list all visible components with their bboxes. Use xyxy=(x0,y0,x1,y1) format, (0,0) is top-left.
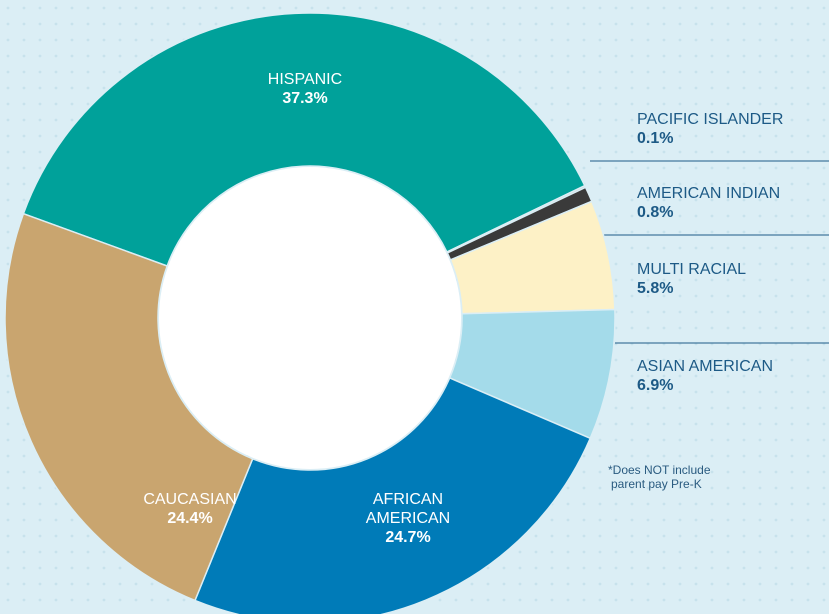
slice-label: PACIFIC ISLANDER 0.1% xyxy=(637,110,783,148)
category-name: HISPANIC xyxy=(267,71,343,88)
slice-label: ASIAN AMERICAN 6.9% xyxy=(637,357,773,395)
slice-label: HISPANIC 37.3% xyxy=(240,70,370,108)
value-label: 24.7% xyxy=(385,529,431,546)
category-name: AMERICAN INDIAN xyxy=(637,185,781,202)
value-label: 37.3% xyxy=(282,90,328,107)
category-name: AFRICAN AMERICAN xyxy=(365,491,451,527)
footnote: *Does NOT include parent pay Pre-K xyxy=(608,463,711,491)
value-label: 0.8% xyxy=(637,204,674,221)
slice-label: AMERICAN INDIAN 0.8% xyxy=(637,184,780,222)
category-name: ASIAN AMERICAN xyxy=(637,358,774,375)
value-label: 6.9% xyxy=(637,377,674,394)
category-name: PACIFIC ISLANDER xyxy=(637,111,784,128)
donut-slice xyxy=(22,12,586,267)
donut xyxy=(4,12,616,614)
category-name: MULTI RACIAL xyxy=(637,261,747,278)
note-line: parent pay Pre-K xyxy=(611,477,702,491)
donut-hole xyxy=(159,167,461,469)
value-label: 24.4% xyxy=(167,510,213,527)
value-label: 0.1% xyxy=(637,130,674,147)
category-name: CAUCASIAN xyxy=(143,491,237,508)
slice-label: MULTI RACIAL 5.8% xyxy=(637,260,746,298)
slice-label: CAUCASIAN 24.4% xyxy=(125,490,255,528)
value-label: 5.8% xyxy=(637,280,674,297)
note-line: *Does NOT include xyxy=(608,463,711,477)
slice-label: AFRICAN AMERICAN 24.7% xyxy=(353,490,463,547)
donut-slice xyxy=(4,212,254,602)
